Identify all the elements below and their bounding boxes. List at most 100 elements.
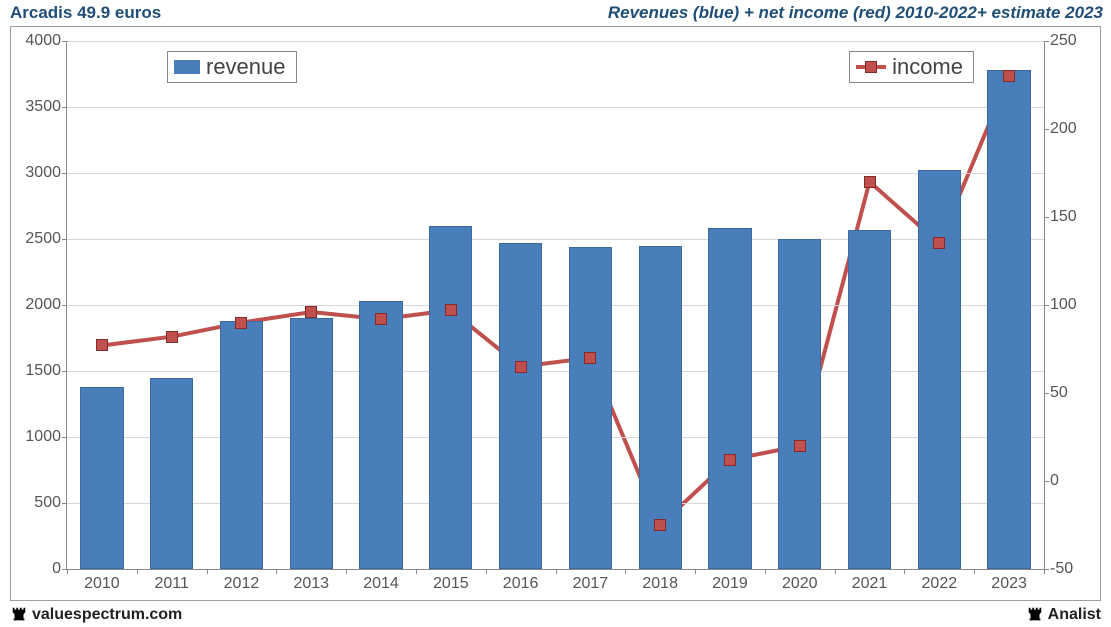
gridline [67,41,1044,42]
brand-left: valuespectrum.com [10,606,182,624]
y-tick-left-label: 2500 [25,230,61,248]
x-tick-mark [974,569,975,574]
income-marker [96,339,108,351]
x-tick-label: 2014 [363,575,399,593]
y-tick-mark-left [62,437,67,438]
income-marker [305,306,317,318]
income-marker [445,304,457,316]
x-tick-mark [835,569,836,574]
income-marker [166,331,178,343]
y-tick-mark-left [62,239,67,240]
x-tick-mark [276,569,277,574]
x-tick-mark [625,569,626,574]
bar [359,301,402,569]
x-tick-mark [207,569,208,574]
y-tick-mark-left [62,371,67,372]
legend-bar-label: revenue [206,54,286,80]
bar [80,387,123,569]
y-tick-left-label: 3000 [25,164,61,182]
y-tick-right-label: 50 [1050,384,1068,402]
x-tick-mark [765,569,766,574]
chart-container: revenue income 0 500 1000 1500 2000 2500 3000 3… [10,26,1101,601]
y-tick-left-label: 2000 [25,296,61,314]
y-tick-right-label: -50 [1050,560,1073,578]
bar [290,318,333,569]
legend-line-label: income [892,54,963,80]
x-tick-mark [137,569,138,574]
x-tick-mark [695,569,696,574]
y-tick-left-label: 500 [34,494,61,512]
gridline [67,239,1044,240]
income-marker [864,176,876,188]
income-marker [724,454,736,466]
x-tick-label: 2022 [922,575,958,593]
bar [778,239,821,569]
income-marker [654,519,666,531]
bar [708,228,751,569]
income-marker [933,237,945,249]
title-left: Arcadis 49.9 euros [10,3,161,23]
plot-area: revenue income 0500100015002000250030003… [66,41,1045,570]
title-right: Revenues (blue) + net income (red) 2010-… [608,3,1103,23]
legend-bar-swatch [174,60,200,74]
y-tick-left-label: 4000 [25,32,61,50]
bar [429,226,472,569]
x-tick-label: 2012 [224,575,260,593]
x-tick-label: 2021 [852,575,888,593]
bar [987,70,1030,569]
x-tick-mark [67,569,68,574]
bar [220,321,263,569]
y-tick-mark-right [1044,41,1049,42]
income-marker [794,440,806,452]
y-tick-mark-left [62,503,67,504]
y-tick-right-label: 100 [1050,296,1077,314]
y-tick-right-label: 250 [1050,32,1077,50]
gridline [67,305,1044,306]
footer-left-text: valuespectrum.com [32,606,182,624]
x-tick-label: 2016 [503,575,539,593]
x-tick-mark [1044,569,1045,574]
y-tick-mark-right [1044,217,1049,218]
income-marker [515,361,527,373]
x-tick-mark [904,569,905,574]
x-tick-label: 2020 [782,575,818,593]
y-tick-mark-left [62,41,67,42]
bar [569,247,612,569]
bar [150,378,193,569]
x-tick-mark [346,569,347,574]
x-tick-mark [486,569,487,574]
x-tick-mark [556,569,557,574]
y-tick-right-label: 200 [1050,120,1077,138]
y-tick-mark-left [62,305,67,306]
bar [918,170,961,569]
y-tick-mark-right [1044,393,1049,394]
x-tick-mark [416,569,417,574]
footer-right-text: Analist [1048,606,1101,624]
gridline [67,371,1044,372]
x-tick-label: 2023 [991,575,1027,593]
rook-icon [1026,606,1044,624]
y-tick-mark-left [62,173,67,174]
y-tick-right-label: 150 [1050,208,1077,226]
y-tick-left-label: 1000 [25,428,61,446]
income-marker [235,317,247,329]
x-tick-label: 2018 [642,575,678,593]
gridline [67,437,1044,438]
footer: valuespectrum.com Analist [0,603,1111,627]
y-tick-left-label: 3500 [25,98,61,116]
income-marker [584,352,596,364]
gridline [67,107,1044,108]
legend-income: income [849,51,974,83]
y-tick-mark-right [1044,481,1049,482]
chart-header: Arcadis 49.9 euros Revenues (blue) + net… [0,0,1111,24]
legend-revenue: revenue [167,51,297,83]
rook-icon [10,606,28,624]
x-tick-label: 2010 [84,575,120,593]
x-tick-label: 2015 [433,575,469,593]
x-tick-label: 2013 [293,575,329,593]
y-tick-right-label: 0 [1050,472,1059,490]
brand-right: Analist [1026,606,1101,624]
y-tick-left-label: 1500 [25,362,61,380]
gridline [67,503,1044,504]
income-marker [375,313,387,325]
